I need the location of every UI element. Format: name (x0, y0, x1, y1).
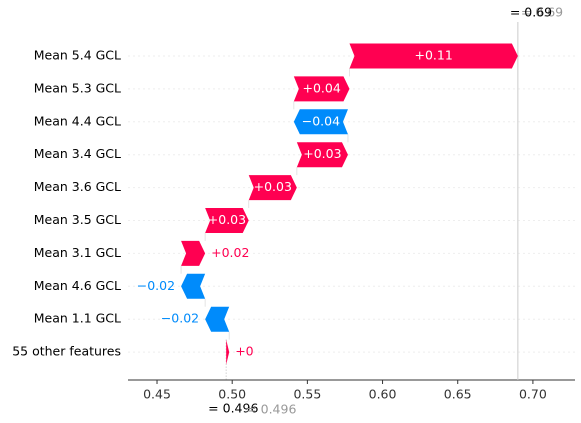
value-label: +0.03 (208, 212, 246, 227)
value-label: +0.02 (211, 245, 249, 260)
y-tick-label: Mean 3.4 GCL (34, 146, 121, 161)
bar (181, 273, 206, 299)
value-label: −0.02 (137, 278, 175, 293)
bar (205, 306, 230, 332)
base-value-label: = 0.496 (208, 401, 258, 416)
value-label: +0.03 (303, 146, 341, 161)
value-label: +0.03 (254, 179, 292, 194)
y-tick-label: Mean 4.4 GCL (34, 113, 121, 128)
value-label: −0.04 (302, 113, 340, 128)
y-tick-label: Mean 3.5 GCL (34, 212, 121, 227)
bar (226, 339, 230, 365)
value-label: −0.02 (161, 311, 199, 326)
x-tick-label: 0.50 (218, 387, 246, 402)
output-value-label-shadow: = 0.69 (521, 5, 563, 20)
base-value-label-shadow: = 0.496 (246, 402, 296, 417)
bar (293, 109, 348, 135)
value-label: +0.11 (415, 48, 453, 63)
bar (296, 142, 348, 168)
x-tick-label: 0.70 (519, 387, 547, 402)
bar (248, 175, 297, 201)
y-tick-label: Mean 3.6 GCL (34, 179, 121, 194)
x-tick-label: 0.45 (143, 387, 171, 402)
y-tick-label: Mean 4.6 GCL (34, 278, 121, 293)
y-tick-label: Mean 1.1 GCL (34, 311, 121, 326)
value-label: +0.04 (302, 80, 340, 95)
x-tick-label: 0.60 (369, 387, 397, 402)
y-tick-label: 55 other features (12, 344, 121, 359)
bar (181, 240, 206, 266)
bar (293, 76, 350, 102)
y-tick-label: Mean 3.1 GCL (34, 245, 121, 260)
y-tick-label: Mean 5.4 GCL (34, 48, 121, 63)
x-tick-label: 0.65 (444, 387, 472, 402)
bar (349, 43, 518, 69)
output-value-label: = 0.69 (510, 5, 552, 20)
bar (205, 208, 249, 233)
x-tick-label: 0.55 (293, 387, 321, 402)
y-tick-label: Mean 5.3 GCL (34, 80, 121, 95)
value-label: +0 (235, 344, 253, 359)
